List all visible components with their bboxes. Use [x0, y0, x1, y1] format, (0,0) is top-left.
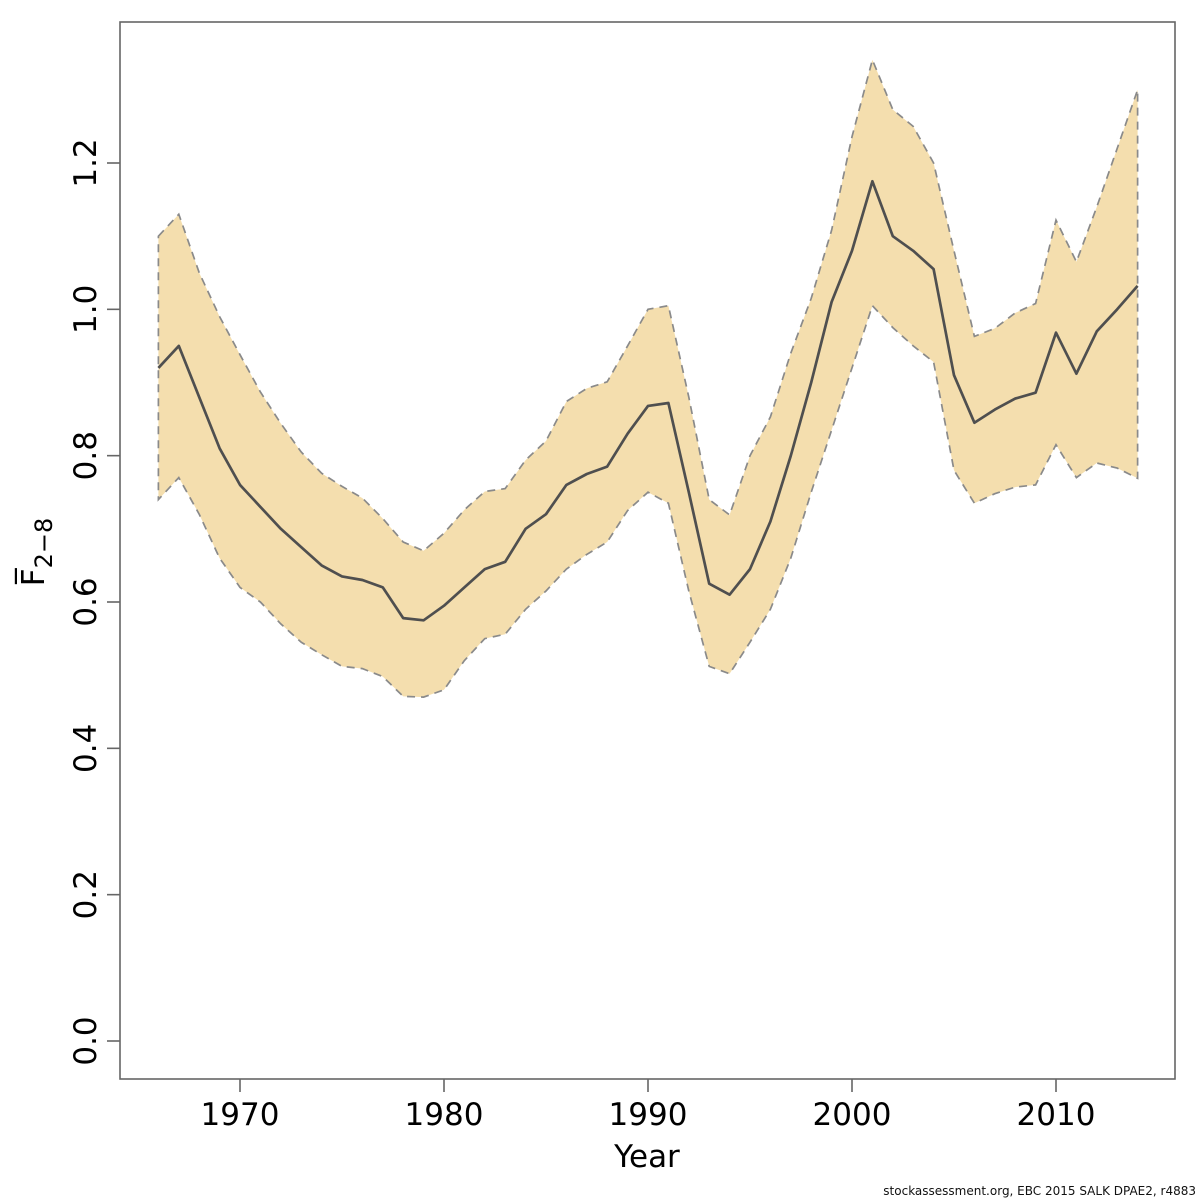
- y-tick-label: 1.0: [68, 285, 104, 334]
- estimate-line-layer: [157, 179, 1139, 622]
- axis-ticks-layer: 1970 1980 1990 2000 2010 0.0 0.2 0.4 0.6 0.8 1.0 1.…: [68, 138, 1095, 1133]
- x-tick-label: 1980: [405, 1097, 484, 1133]
- y-tick-label: 0.2: [68, 870, 104, 919]
- x-tick-label: 2000: [813, 1097, 892, 1133]
- y-axis-title: F̅2−8: [14, 518, 58, 587]
- y-axis-title-main: F̅: [14, 567, 52, 586]
- x-tick-label: 1970: [201, 1097, 280, 1133]
- confidence-band: [157, 57, 1139, 698]
- estimate-line: [157, 179, 1139, 622]
- x-axis-title: Year: [613, 1139, 680, 1175]
- y-tick-label: 1.2: [68, 138, 104, 187]
- footer-credit: stockassessment.org, EBC 2015 SALK DPAE2…: [883, 1184, 1196, 1198]
- x-tick-label: 2010: [1017, 1097, 1096, 1133]
- x-tick-label: 1990: [609, 1097, 688, 1133]
- y-tick-label: 0.6: [68, 577, 104, 626]
- confidence-band-layer: [157, 57, 1139, 698]
- y-axis-title-subscript: 2−8: [30, 518, 58, 569]
- y-tick-label: 0.4: [68, 724, 104, 773]
- y-tick-label: 0.8: [68, 431, 104, 480]
- y-tick-label: 0.0: [68, 1016, 104, 1065]
